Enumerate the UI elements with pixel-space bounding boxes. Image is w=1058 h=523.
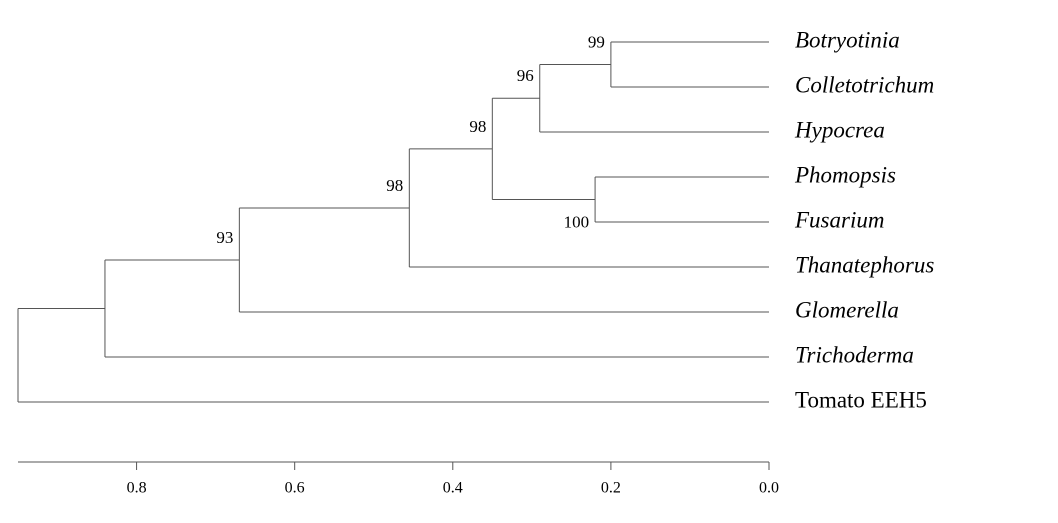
leaf-label: Phomopsis	[794, 162, 896, 187]
leaf-label: Glomerella	[795, 297, 899, 322]
leaf-label: Tomato EEH5	[795, 387, 927, 412]
leaf-label: Thanatephorus	[795, 252, 934, 277]
tick-label: 0.6	[285, 480, 305, 497]
leaf-label: Hypocrea	[794, 117, 885, 142]
support-label: 96	[517, 66, 534, 85]
tick-label: 0.4	[443, 480, 463, 497]
support-label: 93	[216, 228, 233, 247]
support-label: 100	[564, 212, 590, 231]
leaf-label: Trichoderma	[795, 342, 914, 367]
leaf-label: Colletotrichum	[795, 72, 934, 97]
leaf-label: Fusarium	[794, 207, 884, 232]
support-label: 98	[386, 176, 403, 195]
tick-label: 0.8	[127, 480, 147, 497]
support-label: 99	[588, 32, 605, 51]
leaf-label: Botryotinia	[795, 27, 900, 52]
support-label: 98	[469, 117, 486, 136]
tick-label: 0.0	[759, 480, 779, 497]
tick-label: 0.2	[601, 480, 621, 497]
